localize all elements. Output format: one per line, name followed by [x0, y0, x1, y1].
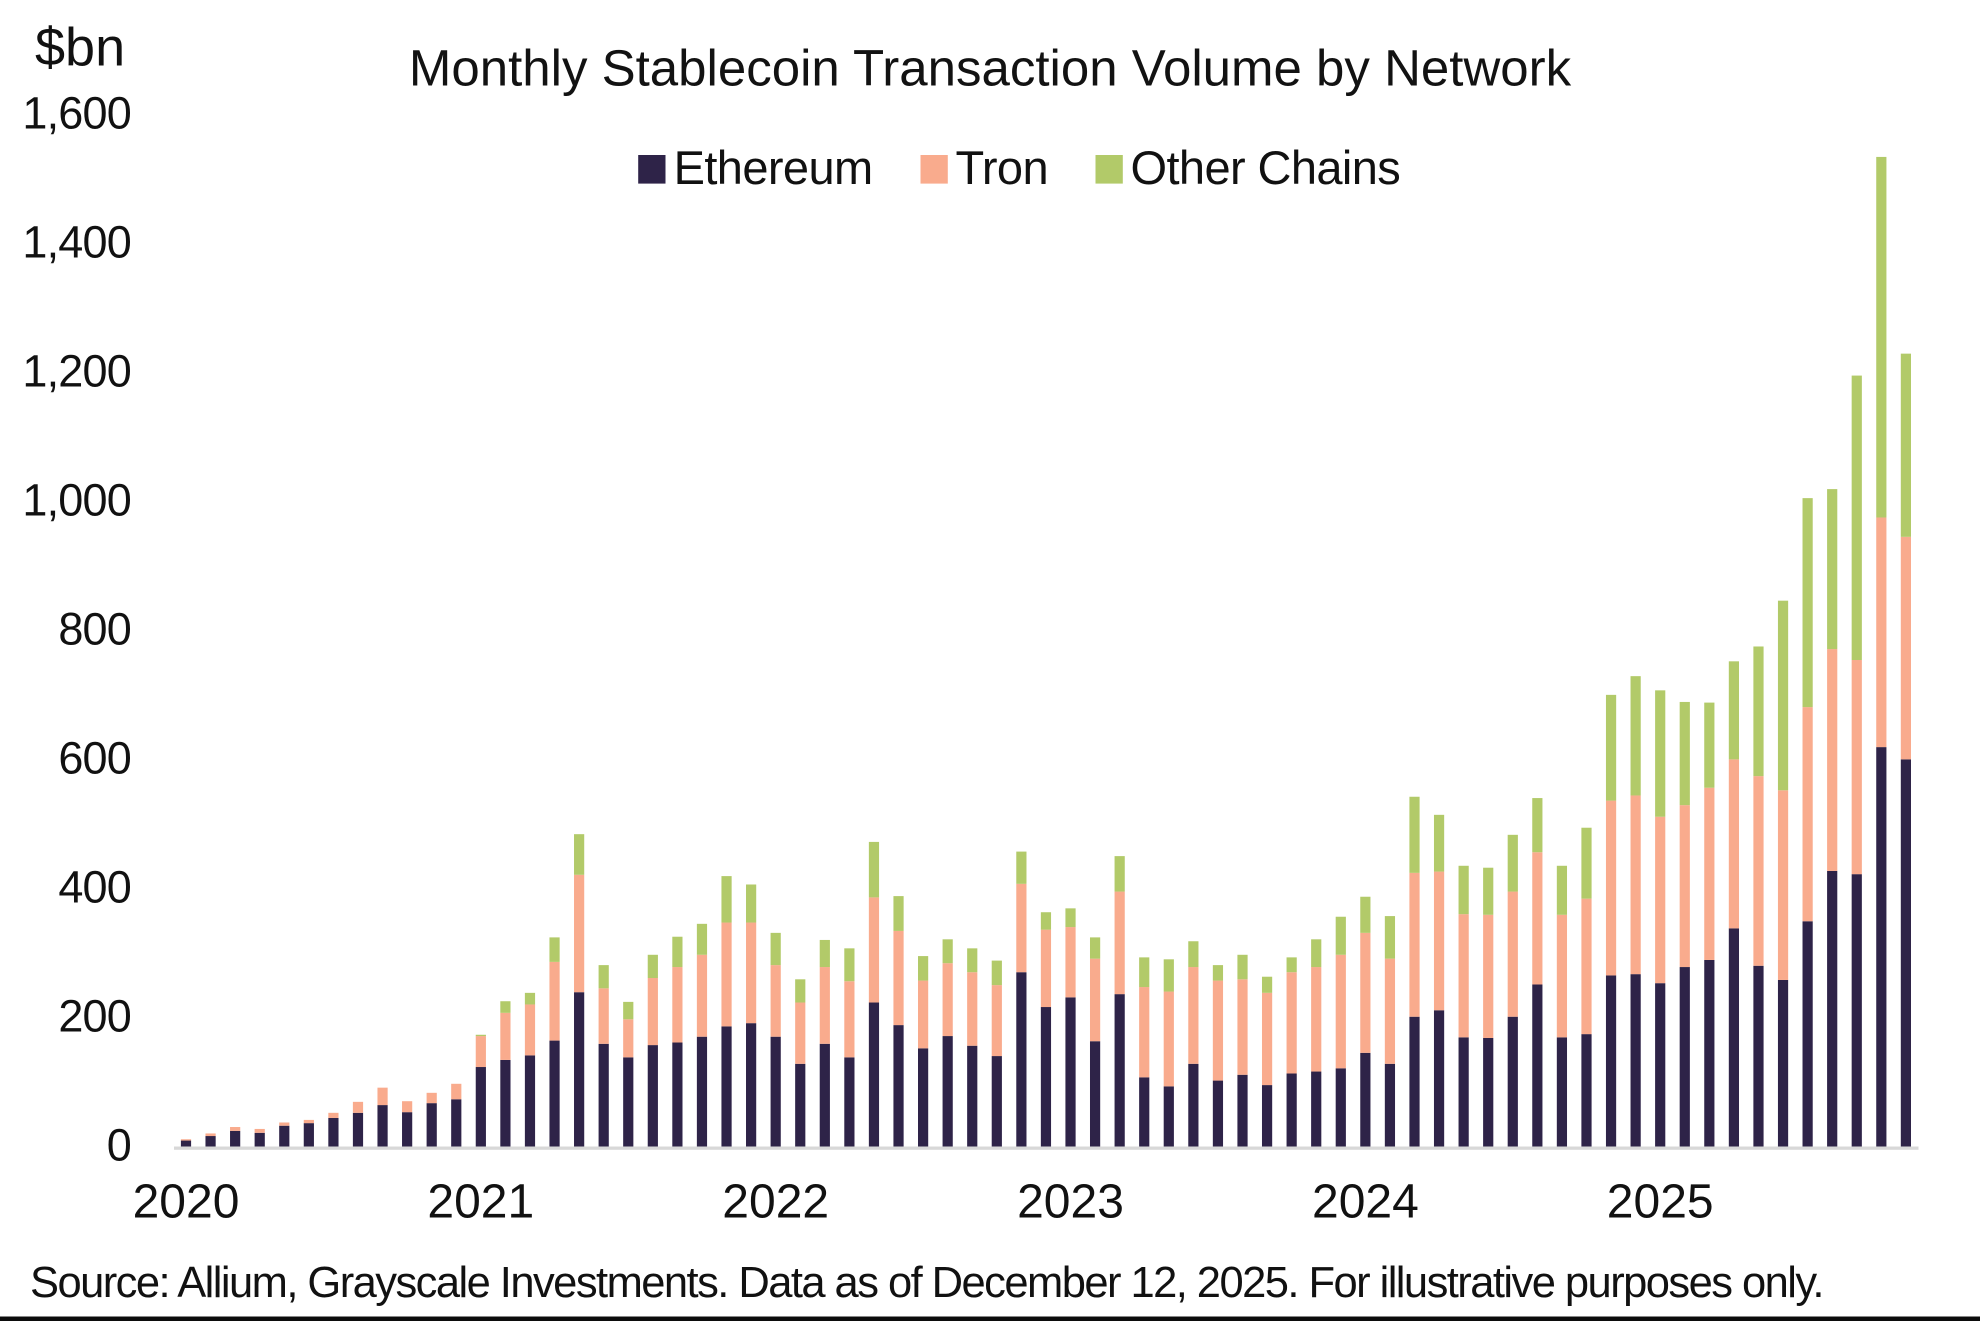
svg-text:1,400: 1,400: [22, 217, 131, 268]
svg-text:0: 0: [107, 1120, 131, 1171]
svg-text:2020: 2020: [133, 1176, 240, 1229]
svg-text:Tron: Tron: [956, 141, 1049, 194]
svg-text:2025: 2025: [1607, 1176, 1714, 1229]
svg-text:800: 800: [58, 604, 131, 655]
svg-text:Source: Allium, Grayscale Inve: Source: Allium, Grayscale Investments. D…: [30, 1259, 1823, 1307]
svg-text:$bn: $bn: [35, 18, 125, 78]
svg-text:1,200: 1,200: [22, 346, 131, 397]
svg-text:Ethereum: Ethereum: [674, 141, 873, 194]
svg-text:1,000: 1,000: [22, 475, 131, 526]
svg-text:200: 200: [58, 991, 131, 1042]
svg-text:400: 400: [58, 862, 131, 913]
svg-text:Other Chains: Other Chains: [1131, 141, 1401, 194]
svg-text:Monthly Stablecoin Transaction: Monthly Stablecoin Transaction Volume by…: [409, 40, 1572, 97]
svg-text:2021: 2021: [427, 1176, 534, 1229]
svg-text:2024: 2024: [1312, 1176, 1419, 1229]
svg-text:600: 600: [58, 733, 131, 784]
svg-text:2023: 2023: [1017, 1176, 1124, 1229]
svg-text:2022: 2022: [722, 1176, 829, 1229]
svg-text:1,600: 1,600: [22, 88, 131, 139]
